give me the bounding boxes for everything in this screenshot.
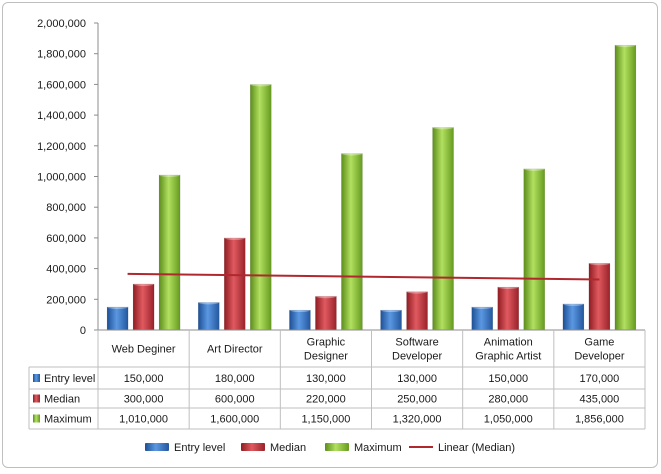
y-tick-label: 0 [80,325,86,337]
category-label: Software [395,337,438,349]
table-cell-value: 1,320,000 [393,414,442,426]
bar-maximum [523,168,545,331]
y-tick-label: 1,200,000 [37,141,86,153]
bar-top-highlight [198,300,220,305]
y-tick-label: 400,000 [46,264,86,276]
legend-label: Maximum [354,442,402,454]
category-label: Game [584,337,614,349]
category-label: Graphic [307,337,346,349]
table-cell-value: 220,000 [306,394,346,406]
legend-swatch [145,443,169,451]
bar-top-highlight [224,235,246,240]
row-label: Entry level [44,373,95,385]
table-cell-value: 150,000 [488,373,528,385]
bar-median [132,283,155,331]
y-tick-label: 1,000,000 [37,172,86,184]
bar-entry-level [289,309,311,331]
bar-median [315,295,337,331]
legend-swatch [241,443,265,451]
y-tick-label: 1,800,000 [37,49,86,61]
table-cell-value: 1,856,000 [575,414,624,426]
y-tick-label: 2,000,000 [37,18,86,30]
bar-entry-level [198,302,220,331]
bar-top-highlight [250,82,272,87]
row-key-entry-level [33,374,40,382]
bar-top-highlight [406,289,428,294]
bar-top-highlight [315,294,337,299]
legend-swatch [325,443,349,451]
table-cell-value: 280,000 [488,394,528,406]
row-key-maximum [33,414,40,423]
trendline-median [127,272,600,281]
table-cell-value: 130,000 [306,373,346,385]
bar-entry-level [106,306,129,331]
bar-maximum [341,153,363,331]
row-label: Median [44,394,80,406]
bar-maximum [614,44,637,331]
bar-top-highlight [562,301,584,306]
category-label: Art Director [207,344,263,356]
bar-top-highlight [588,261,610,266]
category-label: Graphic Artist [475,351,541,363]
bar-top-highlight [471,304,493,309]
bar-top-highlight [523,166,545,171]
y-tick-label: 1,600,000 [37,79,86,91]
table-cell-value: 300,000 [124,394,164,406]
table-cell-value: 1,050,000 [484,414,533,426]
bar-maximum [432,127,454,331]
bar-entry-level [562,303,585,331]
bar-top-highlight [159,172,181,177]
row-label: Maximum [44,414,92,426]
y-tick-label: 600,000 [46,233,86,245]
row-key-median [33,394,40,403]
legend-label: Median [270,442,306,454]
bar-top-highlight [107,304,129,309]
bar-median [588,262,611,331]
category-label: Designer [304,351,348,363]
bar-top-highlight [614,43,636,48]
bar-median [406,291,428,331]
bar-top-highlight [289,308,311,313]
bar-top-highlight [380,308,402,313]
y-tick-label: 200,000 [46,294,86,306]
bar-top-highlight [133,281,155,286]
table-cell-value: 600,000 [215,394,255,406]
bar-chart: 0 200,000 400,000 600,000 800,000 1,000,000 1,… [28,18,646,454]
bar-maximum [158,174,181,331]
bar-top-highlight [432,125,454,130]
category-label: Developer [574,351,624,363]
y-tick-label: 800,000 [46,202,86,214]
table-cell-value: 1,600,000 [210,414,259,426]
category-label: Web Deginer [112,344,176,356]
table-cell-value: 130,000 [397,373,437,385]
category-label: Animation [484,337,533,349]
legend-label: Entry level [174,442,225,454]
table-cell-value: 180,000 [215,373,255,385]
chart-frame: 0 200,000 400,000 600,000 800,000 1,000,000 1,… [2,2,658,468]
bar-median [497,286,519,331]
bar-median [224,237,246,331]
table-cell-value: 150,000 [124,373,164,385]
bar-entry-level [471,306,493,331]
table-cell-value: 435,000 [580,394,620,406]
legend-label: Linear (Median) [438,442,515,454]
table-cell-value: 1,010,000 [119,414,168,426]
y-tick-label: 1,400,000 [37,110,86,122]
bar-entry-level [380,309,402,331]
bar-top-highlight [341,151,363,156]
table-cell-value: 250,000 [397,394,437,406]
bar-maximum [250,84,272,331]
table-cell-value: 170,000 [580,373,620,385]
table-cell-value: 1,150,000 [301,414,350,426]
bar-top-highlight [497,285,519,290]
category-label: Developer [392,351,442,363]
